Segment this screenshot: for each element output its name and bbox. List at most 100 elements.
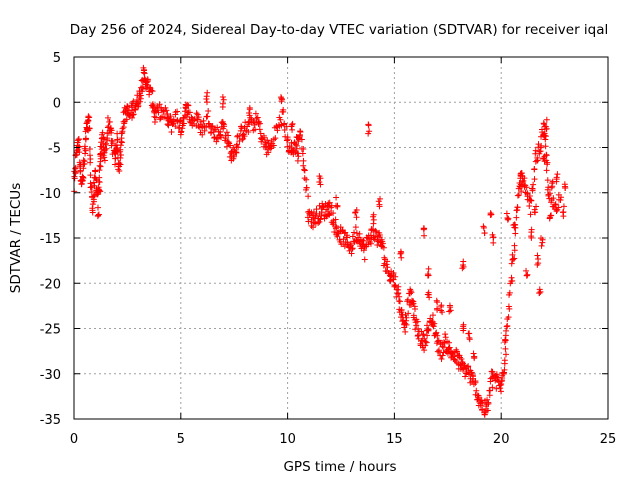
data-point <box>235 144 242 151</box>
data-point <box>396 298 403 305</box>
data-point <box>77 168 84 175</box>
data-point <box>104 135 111 142</box>
data-point <box>519 178 526 185</box>
data-point <box>447 307 454 314</box>
data-point <box>500 370 507 377</box>
data-point <box>177 129 184 136</box>
data-point <box>526 203 533 210</box>
data-point <box>554 171 561 178</box>
data-point <box>194 117 201 124</box>
data-point <box>185 102 192 109</box>
data-point <box>517 175 524 182</box>
data-point <box>422 342 429 349</box>
data-point <box>514 192 521 199</box>
data-point <box>177 117 184 124</box>
chart-title: Day 256 of 2024, Sidereal Day-to-day VTE… <box>70 22 609 38</box>
data-point <box>403 314 410 321</box>
data-point <box>518 170 525 177</box>
data-point <box>551 202 558 209</box>
data-point <box>497 388 504 395</box>
data-point <box>95 184 102 191</box>
data-point <box>256 120 263 127</box>
data-point <box>412 306 419 313</box>
x-tick-label: 20 <box>493 432 510 447</box>
data-point <box>502 351 509 358</box>
data-point <box>246 109 253 116</box>
data-point <box>424 327 431 334</box>
data-point <box>344 232 351 239</box>
data-point <box>73 149 80 156</box>
data-point <box>120 124 127 131</box>
y-tick-label: -30 <box>40 368 61 383</box>
data-point <box>505 314 512 321</box>
data-point <box>384 264 391 271</box>
data-point <box>214 124 221 131</box>
data-point <box>460 258 467 265</box>
data-point <box>453 348 460 355</box>
data-point <box>460 327 467 334</box>
data-point <box>257 130 264 137</box>
data-point <box>490 234 497 241</box>
data-point <box>537 235 544 242</box>
data-point <box>397 250 404 257</box>
data-point <box>220 120 227 127</box>
data-point <box>254 114 261 121</box>
data-point <box>396 293 403 300</box>
data-point <box>480 223 487 230</box>
data-point <box>80 165 87 172</box>
data-point <box>219 94 226 101</box>
data-point <box>534 157 541 164</box>
data-point <box>560 203 567 210</box>
data-point <box>80 157 87 164</box>
data-point <box>245 128 252 135</box>
data-point <box>470 350 477 357</box>
data-point <box>117 154 124 161</box>
data-point <box>503 323 510 330</box>
data-point <box>100 136 107 143</box>
data-point <box>188 114 195 121</box>
data-point <box>406 290 413 297</box>
data-point <box>503 327 510 334</box>
data-point <box>236 137 243 144</box>
data-point <box>330 219 337 226</box>
data-point <box>277 94 284 101</box>
data-point <box>288 123 295 130</box>
data-point <box>149 88 156 95</box>
data-point <box>88 188 95 195</box>
data-point <box>90 198 97 205</box>
data-point <box>217 128 224 135</box>
data-point <box>532 147 539 154</box>
data-point <box>141 75 148 82</box>
data-point <box>85 117 92 124</box>
data-point <box>284 136 291 143</box>
data-point <box>135 102 142 109</box>
x-axis-label: GPS time / hours <box>283 459 396 475</box>
data-point <box>221 123 228 130</box>
data-point <box>81 158 88 165</box>
data-point <box>116 148 123 155</box>
data-point <box>531 206 538 213</box>
data-point <box>157 114 164 121</box>
data-point <box>193 110 200 117</box>
data-point <box>332 216 339 223</box>
data-point <box>367 240 374 247</box>
data-point <box>184 101 191 108</box>
data-point <box>80 175 87 182</box>
data-point <box>140 69 147 76</box>
data-point <box>196 124 203 131</box>
data-point <box>208 123 215 130</box>
data-point <box>430 323 437 330</box>
data-point <box>283 137 290 144</box>
data-point <box>392 282 399 289</box>
data-point <box>101 154 108 161</box>
data-point <box>215 135 222 142</box>
y-tick-label: -15 <box>40 232 61 247</box>
data-point <box>509 251 516 258</box>
data-point <box>172 111 179 118</box>
data-point <box>542 136 549 143</box>
data-point <box>84 119 91 126</box>
data-point <box>361 256 368 263</box>
data-point <box>379 240 386 247</box>
data-point <box>87 184 94 191</box>
data-point <box>466 334 473 341</box>
